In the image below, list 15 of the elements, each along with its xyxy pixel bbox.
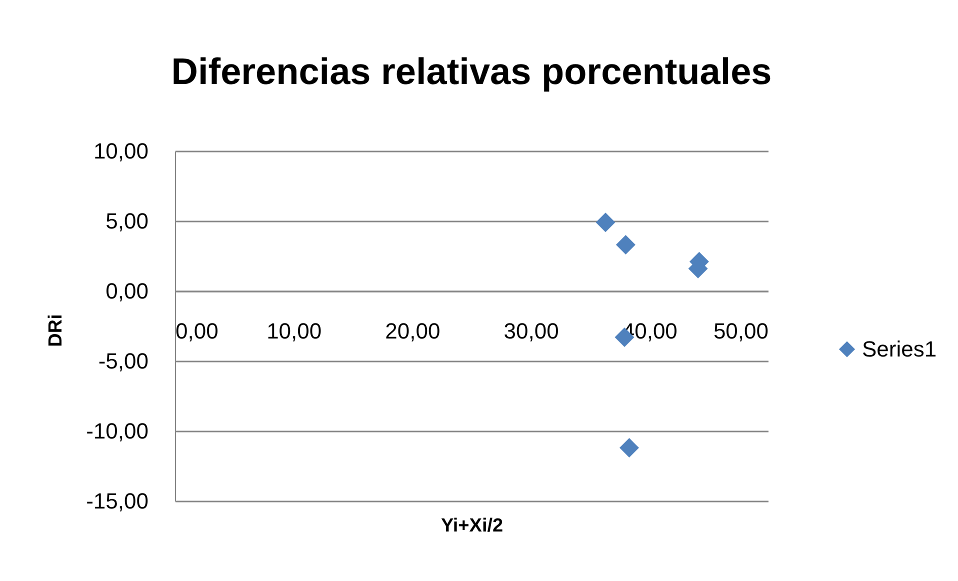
x-axis-title: Yi+Xi/2	[440, 516, 504, 536]
legend-label: Series1	[862, 336, 937, 362]
x-tick-label: 50,00	[713, 318, 768, 344]
x-tick-label: 30,00	[504, 318, 559, 344]
y-tick-label: -15,00	[86, 488, 148, 514]
x-tick-label: 20,00	[385, 318, 440, 344]
y-tick-label: 0,00	[106, 278, 148, 304]
y-tick-label: -5,00	[98, 348, 148, 374]
x-tick-label: 0,00	[176, 318, 218, 344]
y-axis-title: DRi	[46, 314, 66, 347]
chart-title: Diferencias relativas porcentuales	[171, 51, 772, 92]
y-tick-label: -10,00	[86, 418, 148, 444]
x-tick-label: 10,00	[266, 318, 322, 344]
y-tick-label: 10,00	[93, 138, 148, 164]
y-tick-label: 5,00	[106, 208, 148, 234]
